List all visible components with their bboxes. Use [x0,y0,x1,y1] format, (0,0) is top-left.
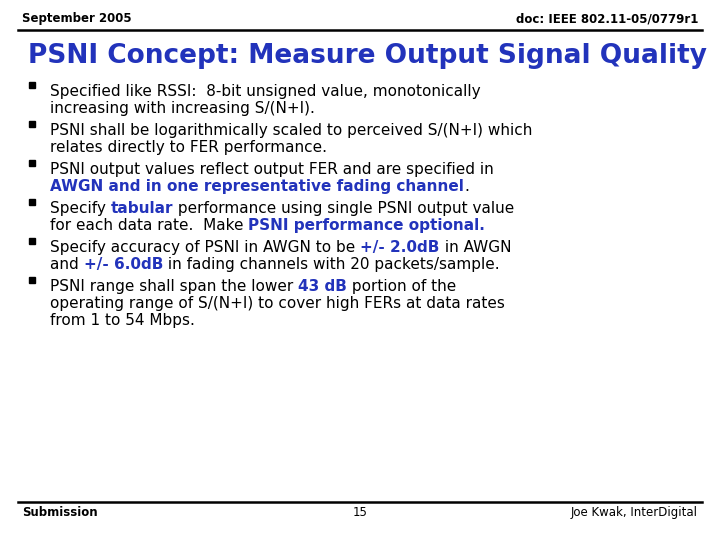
Text: Specified like RSSI:  8-bit unsigned value, monotonically: Specified like RSSI: 8-bit unsigned valu… [50,84,481,99]
Text: Specify: Specify [50,201,111,216]
Text: Submission: Submission [22,506,98,519]
Text: Joe Kwak, InterDigital: Joe Kwak, InterDigital [571,506,698,519]
Text: AWGN and in one representative fading channel: AWGN and in one representative fading ch… [50,179,464,194]
Bar [30,160,35,166]
Text: +/- 6.0dB: +/- 6.0dB [84,257,163,272]
Text: PSNI range shall span the lower: PSNI range shall span the lower [50,279,298,294]
Bar [30,199,35,205]
Bar [30,277,35,283]
Text: tabular: tabular [111,201,174,216]
Text: PSNI Concept: Measure Output Signal Quality: PSNI Concept: Measure Output Signal Qual… [28,43,707,69]
Text: 15: 15 [353,506,367,519]
Text: .: . [464,179,469,194]
Text: 43 dB: 43 dB [298,279,347,294]
Text: doc: IEEE 802.11-05/0779r1: doc: IEEE 802.11-05/0779r1 [516,12,698,25]
Text: and: and [50,257,84,272]
Text: operating range of S/(N+I) to cover high FERs at data rates: operating range of S/(N+I) to cover high… [50,296,505,311]
Text: in AWGN: in AWGN [439,240,511,255]
Bar [30,238,35,244]
Text: Specify accuracy of PSNI in AWGN to be: Specify accuracy of PSNI in AWGN to be [50,240,360,255]
Text: PSNI performance optional.: PSNI performance optional. [248,218,485,233]
Text: for each data rate.  Make: for each data rate. Make [50,218,248,233]
Text: relates directly to FER performance.: relates directly to FER performance. [50,140,327,155]
Text: +/- 2.0dB: +/- 2.0dB [360,240,439,255]
Text: portion of the: portion of the [347,279,456,294]
Text: September 2005: September 2005 [22,12,132,25]
Bar [30,122,35,127]
Text: PSNI shall be logarithmically scaled to perceived S/(N+I) which: PSNI shall be logarithmically scaled to … [50,123,532,138]
Text: PSNI output values reflect output FER and are specified in: PSNI output values reflect output FER an… [50,162,494,177]
Text: from 1 to 54 Mbps.: from 1 to 54 Mbps. [50,313,195,328]
Text: performance using single PSNI output value: performance using single PSNI output val… [174,201,515,216]
Bar [30,82,35,87]
Text: increasing with increasing S/(N+I).: increasing with increasing S/(N+I). [50,101,315,116]
Text: in fading channels with 20 packets/sample.: in fading channels with 20 packets/sampl… [163,257,500,272]
